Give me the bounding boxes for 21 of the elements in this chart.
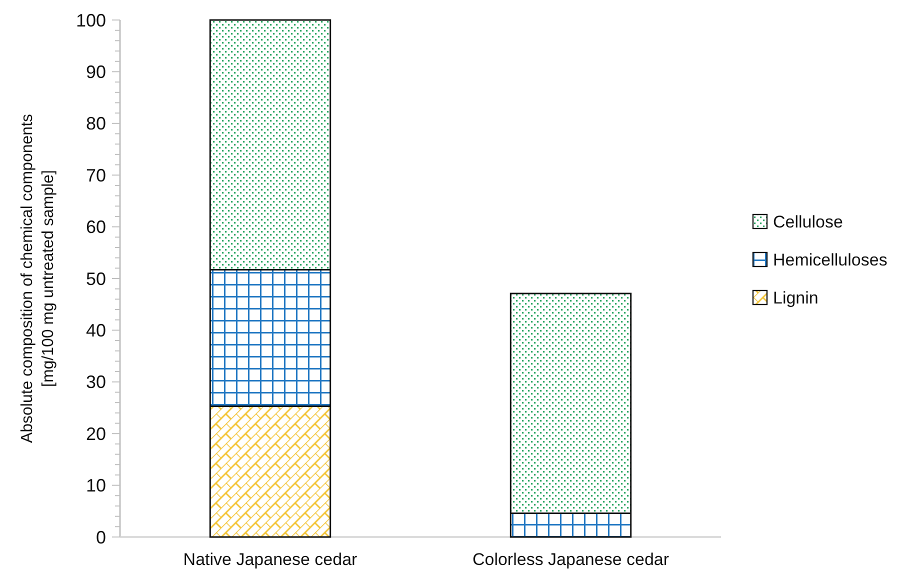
legend-label: Hemicelluloses xyxy=(773,250,888,270)
bar xyxy=(209,405,332,538)
bar xyxy=(209,268,332,407)
y-tick-label: 10 xyxy=(86,476,106,496)
y-tick-label: 50 xyxy=(86,268,106,289)
y-tick-label: 60 xyxy=(86,217,106,238)
y-tick-label: 70 xyxy=(86,165,106,186)
y-tick-label: 0 xyxy=(96,527,106,548)
y-tick-label: 100 xyxy=(76,10,106,30)
y-axis-title: Absolute composition of chemical components [mg/100 mg untreated sample] xyxy=(19,114,57,444)
y-tick-label: 40 xyxy=(86,320,106,340)
legend-label: Cellulose xyxy=(773,212,843,232)
y-tick-label: 20 xyxy=(86,424,106,444)
bar xyxy=(510,292,632,514)
y-tick-label: 90 xyxy=(86,62,106,82)
legend-label: Lignin xyxy=(773,288,818,308)
bar xyxy=(510,512,632,538)
y-tick-label: 30 xyxy=(86,372,106,392)
y-tick-label: 80 xyxy=(86,114,106,134)
x-tick-label: Colorless Japanese cedar xyxy=(472,550,670,569)
x-tick-label: Native Japanese cedar xyxy=(183,550,358,569)
